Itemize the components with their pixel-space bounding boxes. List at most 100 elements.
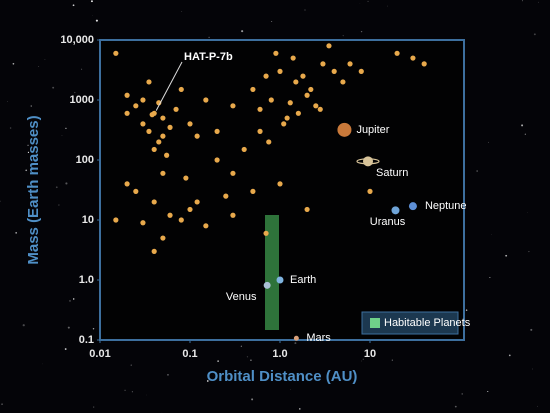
star: [250, 359, 252, 361]
star: [465, 309, 468, 311]
star: [508, 354, 511, 357]
planet: [337, 122, 352, 137]
exoplanet: [320, 61, 326, 67]
exoplanet: [300, 73, 306, 79]
y-tick-label: 10,000: [60, 34, 94, 46]
exoplanet: [290, 55, 296, 61]
x-axis-label: Orbital Distance (AU): [207, 368, 358, 385]
star: [93, 406, 95, 408]
star: [34, 146, 36, 148]
star: [251, 398, 254, 401]
star: [522, 0, 523, 2]
star: [72, 4, 75, 7]
exoplanet: [268, 97, 274, 103]
planet-label: Jupiter: [356, 124, 389, 136]
exoplanet: [203, 97, 209, 103]
star: [38, 66, 40, 67]
star: [476, 170, 478, 172]
y-tick-label: 1000: [70, 94, 94, 106]
star: [27, 151, 30, 154]
star: [521, 124, 524, 127]
legend-label: Habitable Planets: [384, 317, 471, 329]
star: [90, 0, 93, 3]
star: [58, 204, 60, 206]
star: [74, 91, 76, 94]
x-tick-label: 0.01: [89, 348, 110, 360]
star: [491, 234, 493, 236]
exoplanet: [124, 110, 130, 116]
exoplanet: [133, 188, 139, 194]
exoplanet: [214, 157, 220, 163]
exoplanet: [133, 103, 139, 109]
exoplanet: [156, 139, 162, 145]
exoplanet: [421, 61, 427, 67]
exoplanet: [124, 181, 130, 187]
star: [124, 389, 126, 391]
exoplanet: [340, 79, 346, 85]
exoplanet: [160, 170, 166, 176]
star: [15, 231, 17, 234]
star: [528, 251, 530, 253]
star: [206, 380, 209, 382]
exoplanet: [160, 133, 166, 139]
star: [461, 393, 463, 395]
y-axis-label: Mass (Earth masses): [25, 115, 42, 264]
exoplanet: [250, 86, 256, 93]
star: [0, 200, 1, 202]
exoplanet: [284, 115, 290, 121]
exoplanet: [273, 50, 279, 56]
exoplanet: [160, 235, 166, 241]
star: [69, 299, 71, 302]
exoplanet: [183, 175, 189, 181]
star: [131, 391, 133, 393]
planet-label: Neptune: [425, 200, 467, 212]
star: [42, 363, 43, 365]
y-tick-label: 0.1: [79, 334, 94, 346]
planet: [408, 202, 417, 211]
exoplanet: [140, 220, 146, 226]
planet-label: Saturn: [376, 167, 408, 179]
exoplanet: [304, 92, 310, 98]
exoplanet: [257, 128, 263, 134]
star: [532, 368, 533, 370]
habitable-zone: [265, 215, 279, 330]
star: [30, 105, 32, 107]
exoplanet: [167, 212, 173, 218]
star: [92, 328, 95, 330]
exoplanet: [194, 199, 200, 205]
exoplanet: [367, 188, 373, 194]
star: [52, 86, 55, 89]
planet: [293, 335, 299, 341]
exoplanet: [146, 128, 152, 134]
star: [362, 358, 364, 360]
star: [61, 135, 63, 136]
exoplanet: [263, 230, 269, 236]
exoplanet: [287, 100, 293, 106]
star: [95, 19, 98, 22]
star: [12, 62, 15, 65]
exoplanet: [293, 79, 299, 85]
y-tick-label: 10: [82, 214, 94, 226]
star: [217, 360, 219, 362]
star: [65, 182, 68, 185]
exoplanet: [160, 115, 166, 121]
star: [271, 21, 273, 22]
exoplanet: [277, 68, 283, 74]
star: [208, 36, 210, 39]
exoplanet: [146, 79, 152, 85]
star: [505, 254, 508, 257]
y-tick-label: 1.0: [79, 274, 94, 286]
star: [167, 374, 169, 376]
star: [246, 356, 249, 358]
exoplanet: [257, 106, 263, 112]
exoplanet: [187, 121, 193, 127]
exoplanet: [308, 86, 314, 93]
exoplanet: [410, 55, 416, 61]
exoplanet: [173, 106, 179, 112]
star: [533, 33, 536, 36]
star: [55, 186, 58, 189]
exoplanet: [113, 217, 119, 223]
star: [488, 141, 489, 143]
planet-label: Venus: [226, 291, 257, 303]
legend-box: [361, 311, 459, 335]
